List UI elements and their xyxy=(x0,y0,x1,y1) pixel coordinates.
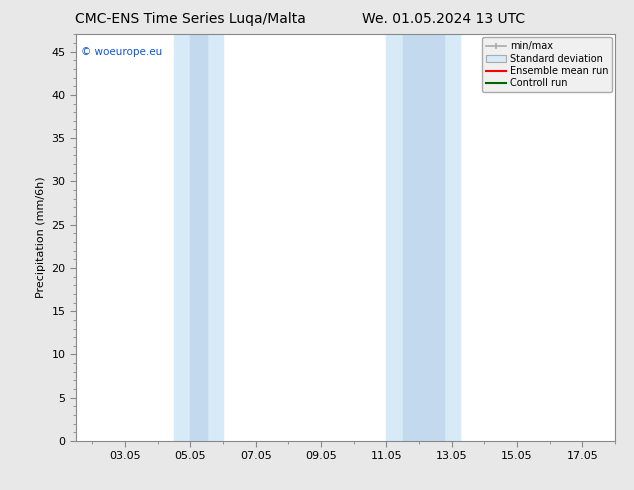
Legend: min/max, Standard deviation, Ensemble mean run, Controll run: min/max, Standard deviation, Ensemble me… xyxy=(482,37,612,92)
Text: © woeurope.eu: © woeurope.eu xyxy=(81,47,163,56)
Text: We. 01.05.2024 13 UTC: We. 01.05.2024 13 UTC xyxy=(362,12,526,26)
Y-axis label: Precipitation (mm/6h): Precipitation (mm/6h) xyxy=(36,177,46,298)
Bar xyxy=(403,34,444,441)
Bar xyxy=(190,34,207,441)
Bar xyxy=(174,34,223,441)
Text: CMC-ENS Time Series Luqa/Malta: CMC-ENS Time Series Luqa/Malta xyxy=(75,12,306,26)
Bar xyxy=(386,34,460,441)
